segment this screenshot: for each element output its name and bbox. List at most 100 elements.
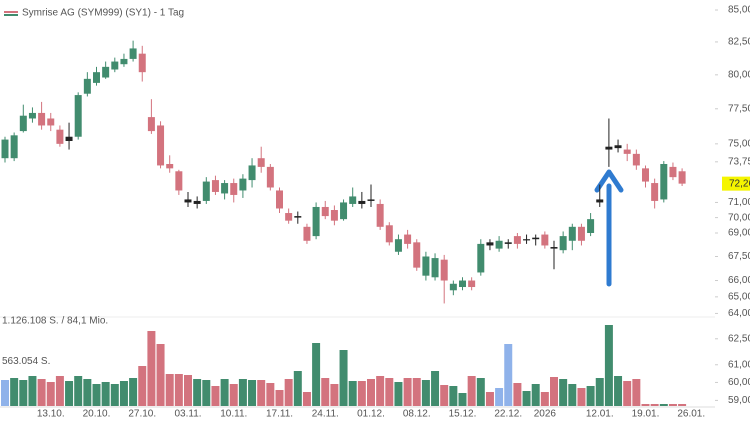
candle-body xyxy=(376,203,384,227)
candle-body xyxy=(138,53,146,73)
candle-body xyxy=(65,136,73,141)
candle-body xyxy=(1,139,9,159)
candle-body xyxy=(120,58,128,65)
candle-body xyxy=(349,196,357,204)
volume-bar xyxy=(138,366,147,406)
volume-bar xyxy=(394,382,403,406)
volume-bar xyxy=(513,383,522,406)
candle-body xyxy=(74,95,82,137)
candle-body xyxy=(632,153,640,166)
volume-bar xyxy=(312,343,321,406)
candle-body xyxy=(93,72,100,83)
volume-bar xyxy=(184,375,192,406)
volume-bar xyxy=(19,380,28,406)
volume-bar xyxy=(101,382,110,406)
volume-bar xyxy=(238,379,247,406)
volume-bar xyxy=(55,376,64,406)
x-tick-label: 24.11. xyxy=(312,409,339,420)
x-tick-label: 12.01. xyxy=(586,409,614,420)
candle-body xyxy=(266,166,274,188)
volume-bar xyxy=(257,380,266,406)
volume-bar xyxy=(284,379,293,406)
candle-body xyxy=(459,280,466,288)
y-tick-label: 80,00 xyxy=(728,69,750,80)
candle-body xyxy=(157,125,165,166)
y-tick-label: 60,00 xyxy=(728,377,750,388)
volume-bar xyxy=(211,386,220,406)
candle-body xyxy=(147,117,155,132)
candle-body xyxy=(669,166,677,178)
candle-body xyxy=(230,183,238,195)
candle-body xyxy=(239,178,247,191)
x-tick-label: 08.12. xyxy=(403,409,431,420)
candle-body xyxy=(568,226,576,241)
candle-body xyxy=(276,190,283,209)
volume-bar xyxy=(421,380,430,406)
volume-bar xyxy=(403,378,412,406)
candle-body xyxy=(413,242,421,268)
volume-bar xyxy=(440,385,449,406)
volume-bar xyxy=(568,384,577,406)
volume-bar xyxy=(367,379,375,406)
candle-body xyxy=(550,247,558,249)
candle-body xyxy=(596,199,604,203)
candle-body xyxy=(385,225,393,243)
volume-bar xyxy=(614,376,623,406)
candle-body xyxy=(19,115,27,132)
candle-body xyxy=(495,240,503,249)
last-price-box xyxy=(722,176,750,191)
candle-body xyxy=(559,236,567,251)
volume-bar xyxy=(595,378,604,406)
volume-bar xyxy=(37,379,46,406)
candle-body xyxy=(10,135,18,159)
candle-body xyxy=(404,234,412,244)
candle-body xyxy=(394,239,402,252)
y-tick-label: 73,75 xyxy=(728,156,750,167)
candle-body xyxy=(340,202,348,220)
volume-bar xyxy=(202,380,211,406)
candle-body xyxy=(642,168,649,182)
volume-bar xyxy=(293,371,302,406)
candle-body xyxy=(477,243,485,273)
volume-bar xyxy=(348,381,357,406)
volume-bar xyxy=(165,374,174,406)
candle-body xyxy=(577,226,585,241)
volume-bar xyxy=(431,371,440,406)
candle-body xyxy=(257,158,265,167)
candle-body xyxy=(129,48,137,59)
volume-bar xyxy=(641,404,650,406)
y-tick-label: 62,50 xyxy=(728,333,750,344)
volume-bar xyxy=(623,381,632,406)
candle-body xyxy=(422,256,430,276)
candle-body xyxy=(541,234,549,246)
volume-bar xyxy=(248,380,257,406)
x-tick-label: 2026 xyxy=(534,409,557,420)
candle-body xyxy=(56,129,64,144)
y-tick-label: 69,00 xyxy=(728,228,750,239)
candle-body xyxy=(193,200,201,204)
candle-body xyxy=(486,242,494,246)
y-tick-label: 70,00 xyxy=(728,212,750,223)
volume-bar xyxy=(412,378,421,406)
candle-body xyxy=(166,163,174,169)
y-tick-label: 71,00 xyxy=(728,197,750,208)
chart-title: Symrise AG (SYM999) (SY1) - 1 Tag xyxy=(22,8,184,19)
volume-bar xyxy=(449,386,458,406)
volume-bar xyxy=(74,376,83,406)
candle-body xyxy=(605,146,613,150)
volume-bar xyxy=(110,384,119,406)
x-tick-label: 03.11. xyxy=(174,409,201,420)
volume-bar xyxy=(28,376,37,406)
volume-bar xyxy=(92,384,101,406)
candle-body xyxy=(449,283,457,291)
volume-bar xyxy=(632,379,641,406)
volume-bar xyxy=(220,379,229,406)
x-tick-label: 20.10. xyxy=(83,409,111,420)
volume-bar xyxy=(495,388,504,406)
x-tick-label: 26.01. xyxy=(677,409,705,420)
volume-bar xyxy=(376,376,385,406)
candle-body xyxy=(111,61,119,70)
y-tick-label: 64,00 xyxy=(728,308,750,319)
volume-bar xyxy=(467,376,476,406)
volume-bar xyxy=(550,377,558,406)
